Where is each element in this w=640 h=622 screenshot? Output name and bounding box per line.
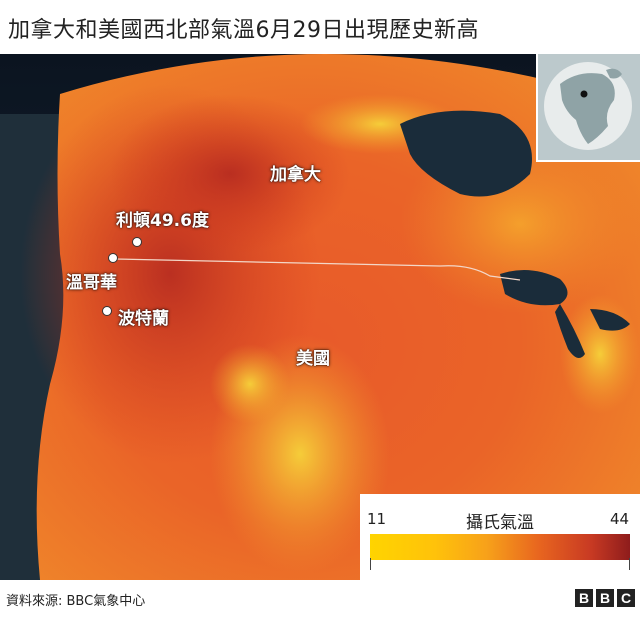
- label-lytton: 利頓49.6度: [116, 211, 209, 231]
- marker-lytton: [132, 237, 142, 247]
- legend-tick-max: [629, 558, 630, 570]
- marker-portland: [102, 306, 112, 316]
- temperature-legend: 攝氏氣溫: [360, 494, 640, 580]
- bbc-logo: B B C: [575, 589, 635, 607]
- globe-graphic: [544, 62, 632, 150]
- legend-title: 攝氏氣溫: [466, 513, 534, 533]
- bbc-logo-letter: C: [617, 589, 635, 607]
- marker-vancouver: [108, 253, 118, 263]
- legend-min-label: 11: [367, 510, 387, 528]
- bbc-logo-letter: B: [575, 589, 593, 607]
- globe-locator-icon: [536, 54, 640, 162]
- bbc-logo-letter: B: [596, 589, 614, 607]
- label-portland: 波特蘭: [118, 309, 169, 329]
- legend-color-scale: [370, 534, 630, 560]
- heat-map-graphic: [0, 54, 640, 580]
- legend-max-label: 44: [610, 510, 630, 528]
- map-title: 加拿大和美國西北部氣溫6月29日出現歷史新高: [8, 18, 479, 43]
- label-vancouver: 溫哥華: [66, 273, 117, 293]
- legend-tick-min: [370, 558, 371, 570]
- label-canada: 加拿大: [270, 165, 321, 185]
- heat-map: 加拿大 美國 利頓49.6度 溫哥華 波特蘭 攝氏氣溫: [0, 54, 640, 580]
- label-usa: 美國: [296, 349, 330, 369]
- source-note: 資料來源: BBC氣象中心: [6, 594, 146, 609]
